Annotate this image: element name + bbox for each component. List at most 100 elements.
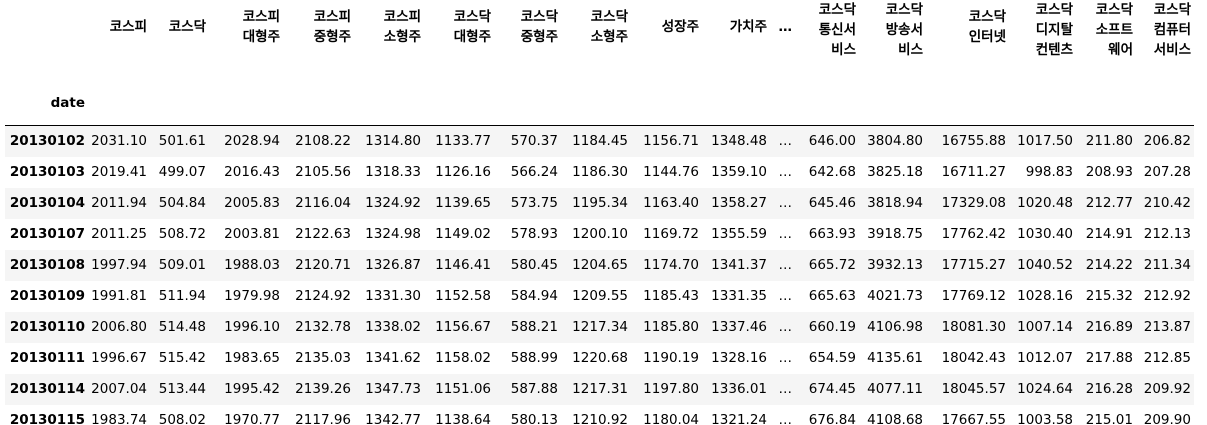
table-cell: 645.46 (808, 195, 856, 211)
table-cell: 2005.83 (224, 195, 280, 211)
column-header: 코스닥 통신서 비스 (795, 0, 859, 95)
table-cell: 2116.04 (295, 195, 351, 211)
table-cell: 504.84 (158, 195, 206, 211)
table-cell: 1220.68 (572, 350, 628, 366)
table-cell: 2139.26 (295, 381, 351, 397)
table-cell: 1184.45 (572, 133, 628, 150)
table-row: 20130111 1996.67 515.42 1983.65 2135.03 1341.… (5, 343, 1194, 374)
column-header-row: 코스피 코스닥 코스피 대형주 코스피 중형주 코스피 소형주 코스닥 대형주 코스닥 중형주 코스닥 소… (5, 0, 1194, 95)
table-cell: 1997.94 (91, 257, 147, 273)
table-cell: 514.48 (158, 319, 206, 335)
table-cell: 1324.92 (365, 195, 421, 211)
table-cell: 665.72 (808, 257, 856, 273)
row-index-date: 20130114 (9, 381, 85, 397)
table-header: 코스피 코스닥 코스피 대형주 코스피 중형주 코스피 소형주 코스닥 대형주 코스닥 중형주 코스닥 소… (5, 0, 1194, 126)
table-cell: 1012.07 (1017, 350, 1073, 366)
column-header-line: 가치주 (729, 19, 767, 35)
table-cell: … (778, 226, 793, 242)
table-cell: 214.22 (1085, 257, 1133, 273)
row-index-date: 20130108 (9, 257, 85, 273)
column-header-line: 웨어 (1108, 42, 1133, 58)
table-cell: 1331.35 (711, 288, 767, 304)
table-cell: 1146.41 (435, 257, 491, 273)
table-cell: 1995.42 (224, 381, 280, 397)
column-header-line: 인터넷 (968, 29, 1006, 45)
table-cell: 16755.88 (941, 133, 1006, 150)
table-cell: 210.42 (1143, 195, 1191, 211)
table-cell: 18081.30 (941, 319, 1006, 335)
table-cell: 566.24 (510, 164, 558, 180)
table-cell: 1024.64 (1017, 381, 1073, 397)
table-cell: 1988.03 (224, 257, 280, 273)
table-cell: 513.44 (158, 381, 206, 397)
table-cell: 215.01 (1085, 412, 1133, 425)
table-cell: 3804.80 (867, 133, 923, 150)
table-cell: 215.32 (1085, 288, 1133, 304)
column-header-line: 디지탈 (1035, 22, 1073, 38)
column-header: 코스피 소형주 (354, 0, 424, 95)
table-cell: 1983.74 (91, 412, 147, 425)
table-cell: 2031.10 (91, 133, 147, 150)
table-cell: 665.63 (808, 288, 856, 304)
table-cell: 17762.42 (941, 226, 1006, 242)
table-cell: 573.75 (510, 195, 558, 211)
column-header-line: 코스닥 (520, 9, 558, 25)
table-cell: 1020.48 (1017, 195, 1073, 211)
table-cell: 4108.68 (867, 412, 923, 425)
table-cell: 2011.25 (91, 226, 147, 242)
column-header-line: 코스피 (313, 9, 351, 25)
column-header: 성장주 (631, 0, 702, 95)
table-cell: 2117.96 (295, 412, 351, 425)
table-cell: 17329.08 (941, 195, 1006, 211)
table-cell: 2011.94 (91, 195, 147, 211)
table-cell: 1040.52 (1017, 257, 1073, 273)
table-cell: 580.13 (510, 412, 558, 425)
column-header: 코스닥 인터넷 (926, 0, 1009, 95)
table-cell: 216.28 (1085, 381, 1133, 397)
table-cell: 1355.59 (711, 226, 767, 242)
table-cell: 206.82 (1143, 133, 1191, 150)
column-header: 코스피 (88, 0, 150, 95)
row-index-date: 20130109 (9, 288, 85, 304)
table-cell: 211.34 (1143, 257, 1191, 273)
table-cell: 3918.75 (867, 226, 923, 242)
table-cell: 208.93 (1085, 164, 1133, 180)
column-header-line: 컴퓨터 (1153, 22, 1191, 38)
table-cell: 1328.16 (711, 350, 767, 366)
column-header: 코스닥 컴퓨터 서비스 (1136, 0, 1194, 95)
table-cell: 1197.80 (643, 381, 699, 397)
table-row: 20130104 2011.94 504.84 2005.83 2116.04 1324.… (5, 187, 1194, 219)
column-header-line: 성장주 (661, 19, 699, 35)
table-row: 20130114 2007.04 513.44 1995.42 2139.26 1347.… (5, 373, 1194, 405)
table-cell: 1200.10 (572, 226, 628, 242)
table-cell: … (778, 412, 793, 425)
table-cell: 212.92 (1143, 288, 1191, 304)
column-header-line: 코스닥 (1095, 2, 1133, 18)
table-cell: 1979.98 (224, 288, 280, 304)
table-cell: 1991.81 (91, 288, 147, 304)
table-cell: 588.99 (510, 350, 558, 366)
table-cell: 211.80 (1085, 133, 1133, 150)
column-header-line: 코스닥 (1153, 2, 1191, 18)
column-header: 코스닥 (150, 0, 209, 95)
table-cell: 2108.22 (295, 133, 351, 150)
table-cell: 1358.27 (711, 195, 767, 211)
table-cell: 1028.16 (1017, 288, 1073, 304)
table-cell: 515.42 (158, 350, 206, 366)
table-cell: 1169.72 (643, 226, 699, 242)
table-cell: 2132.78 (295, 319, 351, 335)
column-header-line: 코스닥 (1035, 2, 1073, 18)
table-cell: 654.59 (808, 350, 856, 366)
column-header-line: 코스닥 (453, 9, 491, 25)
table-cell: 1149.02 (435, 226, 491, 242)
table-cell: 214.91 (1085, 226, 1133, 242)
table-cell: 1321.24 (711, 412, 767, 425)
table-cell: 660.19 (808, 319, 856, 335)
table-cell: 1348.48 (711, 133, 767, 150)
table-cell: 2028.94 (224, 133, 280, 150)
table-cell: 17715.27 (941, 257, 1006, 273)
table-cell: 998.83 (1025, 164, 1073, 180)
column-header-line: 소형주 (590, 29, 628, 45)
table-cell: 578.93 (510, 226, 558, 242)
table-cell: 1347.73 (365, 381, 421, 397)
